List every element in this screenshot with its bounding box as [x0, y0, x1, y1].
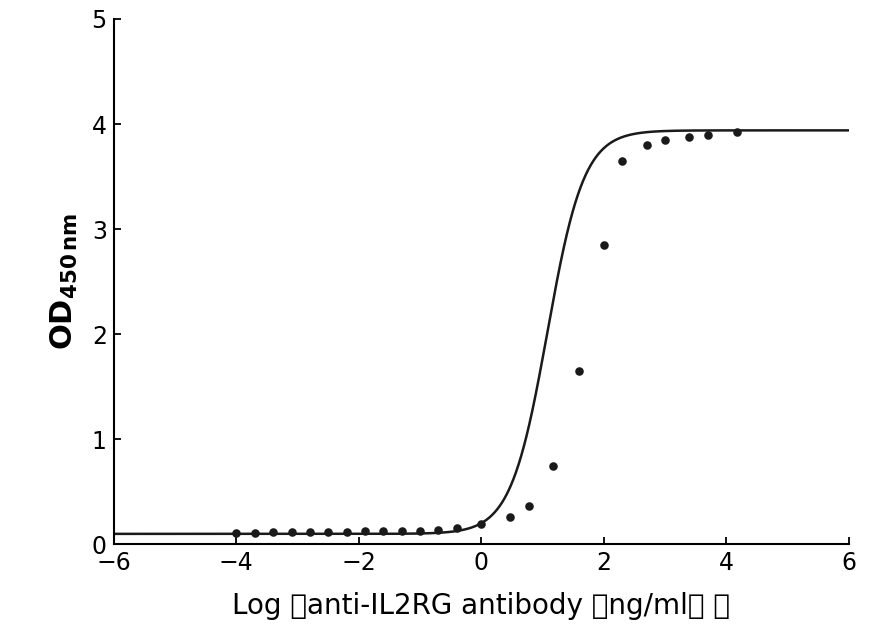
Point [395, 525, 409, 536]
Point [248, 528, 262, 538]
Point [597, 240, 611, 250]
X-axis label: Log （anti-IL2RG antibody （ng/ml） ）: Log （anti-IL2RG antibody （ng/ml） ） [232, 592, 731, 620]
Point [303, 527, 317, 537]
Point [503, 512, 517, 522]
Point [431, 525, 445, 535]
Point [522, 501, 536, 511]
Point [376, 526, 390, 536]
Point [229, 528, 243, 538]
Point [413, 525, 427, 536]
Y-axis label: $\mathbf{OD_{450\,nm}}$: $\mathbf{OD_{450\,nm}}$ [49, 213, 80, 350]
Point [474, 519, 488, 529]
Point [358, 526, 372, 536]
Point [682, 132, 696, 142]
Point [640, 140, 654, 150]
Point [730, 127, 744, 137]
Point [321, 527, 335, 537]
Point [340, 527, 354, 537]
Point [615, 156, 629, 166]
Point [284, 527, 298, 537]
Point [450, 523, 464, 533]
Point [658, 135, 672, 145]
Point [266, 527, 280, 537]
Point [572, 366, 586, 376]
Point [546, 461, 560, 471]
Point [701, 130, 715, 140]
